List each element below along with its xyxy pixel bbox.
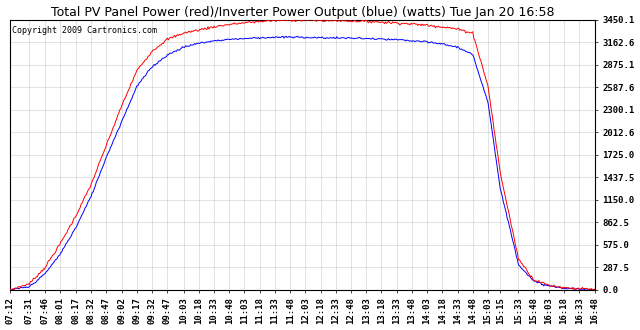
- Title: Total PV Panel Power (red)/Inverter Power Output (blue) (watts) Tue Jan 20 16:58: Total PV Panel Power (red)/Inverter Powe…: [51, 6, 554, 18]
- Text: Copyright 2009 Cartronics.com: Copyright 2009 Cartronics.com: [12, 26, 157, 36]
